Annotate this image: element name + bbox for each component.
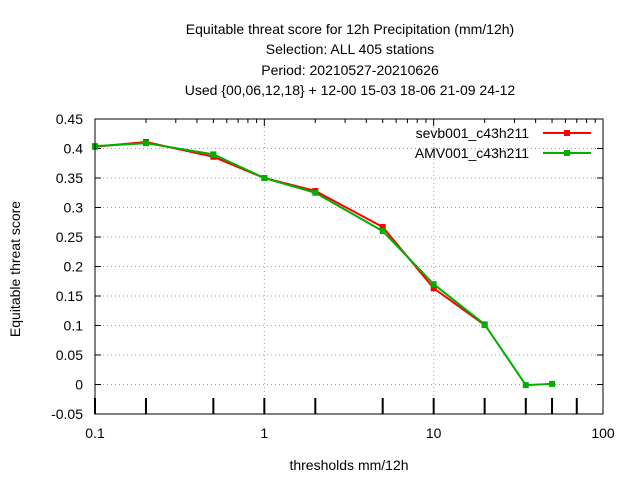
legend: sevb001_c43h211 AMV001_c43h211	[415, 125, 591, 161]
data-point	[261, 175, 268, 181]
data-point	[522, 382, 529, 389]
data-point	[430, 281, 437, 288]
legend-label: sevb001_c43h211	[416, 125, 530, 141]
y-tick-label: 0.25	[56, 229, 83, 245]
title-line-3: Period: 20210527-20210626	[261, 62, 439, 78]
data-point	[549, 380, 556, 387]
data-point	[481, 321, 488, 328]
legend-marker	[564, 150, 570, 156]
y-axis-label: Equitable threat score	[7, 201, 23, 337]
legend-marker	[564, 130, 570, 136]
y-tick-label: 0.3	[64, 200, 84, 216]
y-tick-label: 0.2	[64, 259, 84, 275]
chart-title: Equitable threat score for 12h Precipita…	[185, 21, 516, 98]
data-point	[379, 223, 386, 230]
x-tick-label: 1	[260, 425, 268, 441]
y-tick-label: 0.45	[56, 111, 83, 127]
x-tick-label: 10	[426, 425, 442, 441]
y-tick-label: 0	[75, 377, 83, 393]
y-tick-label: -0.05	[51, 406, 83, 422]
legend-label: AMV001_c43h211	[415, 145, 529, 161]
plot-frame	[94, 118, 604, 415]
data-point	[210, 151, 217, 158]
x-axis-label: thresholds mm/12h	[289, 457, 408, 473]
series-lines	[92, 139, 556, 389]
y-tick-label: 0.1	[64, 318, 84, 334]
data-point	[142, 140, 149, 147]
title-line-4: Used {00,06,12,18} + 12-00 15-03 18-06 2…	[185, 82, 516, 98]
x-tick-label: 0.1	[85, 425, 105, 441]
data-point	[430, 285, 437, 292]
y-tick-label: 0.05	[56, 347, 83, 363]
y-tick-label: 0.35	[56, 170, 83, 186]
data-point	[312, 189, 319, 196]
x-tick-label: 100	[591, 425, 615, 441]
title-line-2: Selection: ALL 405 stations	[266, 41, 434, 57]
data-point	[379, 228, 386, 235]
grid	[95, 119, 603, 414]
series-line-2	[94, 142, 553, 387]
y-tick-label: 0.4	[64, 141, 84, 157]
axis-ticks: -0.05 0 0.05 0.1 0.15 0.2 0.25 0.3 0.35 0.4 0.45 0.…	[51, 111, 615, 441]
title-line-1: Equitable threat score for 12h Precipita…	[186, 21, 514, 37]
series-line-1	[94, 140, 486, 326]
y-tick-label: 0.15	[56, 288, 83, 304]
